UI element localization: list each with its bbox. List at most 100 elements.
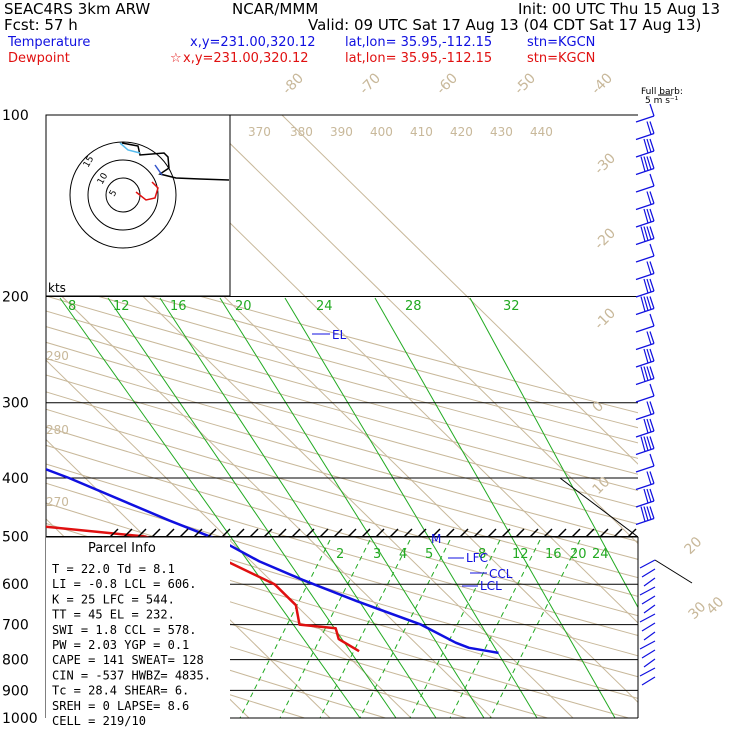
wind-barb [635, 401, 655, 421]
hodo-label-15: 15 [82, 155, 96, 170]
dry-adiabat [46, 280, 638, 444]
mixing-ratio-label: 24 [316, 299, 333, 314]
hatch-mark [151, 528, 161, 538]
ccl-label: CCL [489, 567, 513, 581]
wind-barb [635, 103, 655, 123]
mixing-ratio-line [284, 297, 538, 719]
wind-barb [641, 622, 656, 632]
legend-temp-stn: stn=KGCN [527, 35, 595, 50]
wind-barb [635, 278, 655, 298]
hodo-trace-red [135, 181, 159, 201]
pressure-label: 400 [2, 471, 29, 487]
lfc-label: LFC [466, 551, 488, 565]
wind-barb-flag [643, 226, 649, 241]
moist-adiabat-line [489, 539, 581, 719]
isotherm-label: 10 [590, 474, 614, 498]
wind-barb-flag [649, 366, 655, 379]
theta-label: 400 [370, 125, 393, 139]
wind-barb-staff [641, 595, 656, 605]
dry-adiabat [46, 266, 638, 429]
hatch-mark [235, 528, 245, 538]
isotherm-line [46, 359, 412, 719]
valid-time: Valid: 09 UTC Sat 17 Aug 13 (04 CDT Sat … [308, 16, 701, 34]
wind-barb-staff [635, 395, 655, 403]
mixing-ratio-label: 24 [592, 547, 609, 562]
mixing-ratio-label: 16 [170, 299, 187, 314]
mixing-ratio-label: 12 [512, 547, 529, 562]
theta-label: 410 [410, 125, 433, 139]
wind-barb-flag [646, 261, 652, 275]
wind-barb-flag [649, 488, 655, 502]
hatch-mark [361, 528, 371, 538]
dry-adiabat [46, 463, 638, 637]
parcel-row: SREH = 0 LAPSE= 8.6 [52, 699, 189, 713]
wind-barb-flag [649, 156, 655, 169]
mixing-ratio-label: 4 [399, 547, 407, 562]
wind-barb-staff [635, 325, 655, 333]
wind-barb-flag [646, 401, 652, 415]
hatch-mark [137, 528, 147, 538]
hatch-mark [585, 528, 595, 538]
wind-barb-staff [643, 658, 656, 668]
wind-barb-flag [646, 506, 652, 520]
level-annotations: EL M LFC CCL LCL [312, 328, 513, 593]
wind-barb-flag [646, 366, 652, 380]
barb-key-title: Full barb: [641, 87, 683, 97]
wind-barb-flag [649, 436, 655, 449]
hatch-mark [221, 528, 231, 538]
run-label: SEAC4RS 3km ARW [4, 0, 150, 18]
wind-barb-flag [649, 173, 655, 187]
moist-adiabat-line [409, 539, 501, 719]
isotherm-label: 40 [704, 594, 728, 618]
theta-label: 370 [248, 125, 271, 139]
moist-adiabat-line [319, 539, 411, 719]
wind-barb-staff [635, 465, 655, 473]
wind-barb-flag [649, 296, 655, 309]
wind-barb [635, 121, 655, 141]
theta-label: 280 [46, 423, 69, 437]
dry-adiabat [46, 444, 638, 617]
wind-barb-staff [635, 185, 655, 193]
wind-barb [635, 191, 655, 211]
mixing-ratio-label: 20 [570, 547, 587, 562]
wind-barb [641, 568, 656, 578]
wind-barb-flag [649, 471, 655, 484]
wind-barb-flag [643, 506, 649, 521]
parcel-row: K = 25 LFC = 544. [52, 592, 175, 606]
wind-barb-flag [649, 331, 655, 344]
hatch-mark [529, 528, 539, 538]
mixing-ratio-label: 32 [503, 299, 520, 314]
wind-barb-flag [646, 208, 652, 223]
wind-barb [635, 331, 655, 351]
hatch-mark [263, 528, 273, 538]
wind-barb [635, 436, 655, 456]
wind-barb [639, 559, 656, 569]
wind-barb [635, 418, 655, 438]
wind-barb [643, 604, 656, 614]
wind-barb-flag [649, 418, 655, 432]
wind-barb [639, 613, 656, 623]
hatch-mark [109, 528, 119, 538]
hatch-mark [431, 528, 441, 538]
hatch-mark [389, 528, 399, 538]
hodo-units: kts [48, 281, 66, 295]
dry-adiabat [46, 502, 638, 678]
hatch-mark [613, 528, 623, 538]
isotherm-label: 20 [682, 534, 706, 558]
isotherm-label: 30 [686, 599, 710, 623]
dry-adiabat [46, 611, 386, 719]
el-label: EL [332, 328, 347, 342]
pressure-label: 900 [2, 683, 29, 699]
wind-barb [635, 156, 655, 176]
barb-key-units: 5 m s⁻¹ [645, 96, 679, 106]
pressure-label: 1000 [2, 711, 38, 727]
wind-barb-staff [635, 255, 655, 263]
wind-barb-staff [639, 613, 656, 623]
hatch-mark [599, 528, 609, 538]
wind-barb-staff [639, 559, 656, 569]
wind-barb [641, 649, 656, 659]
wind-barb-flag [646, 191, 652, 205]
hatch-mark [249, 528, 259, 538]
legend-dew-stn: stn=KGCN [527, 51, 595, 66]
mixing-ratio-label: 2 [336, 547, 344, 562]
